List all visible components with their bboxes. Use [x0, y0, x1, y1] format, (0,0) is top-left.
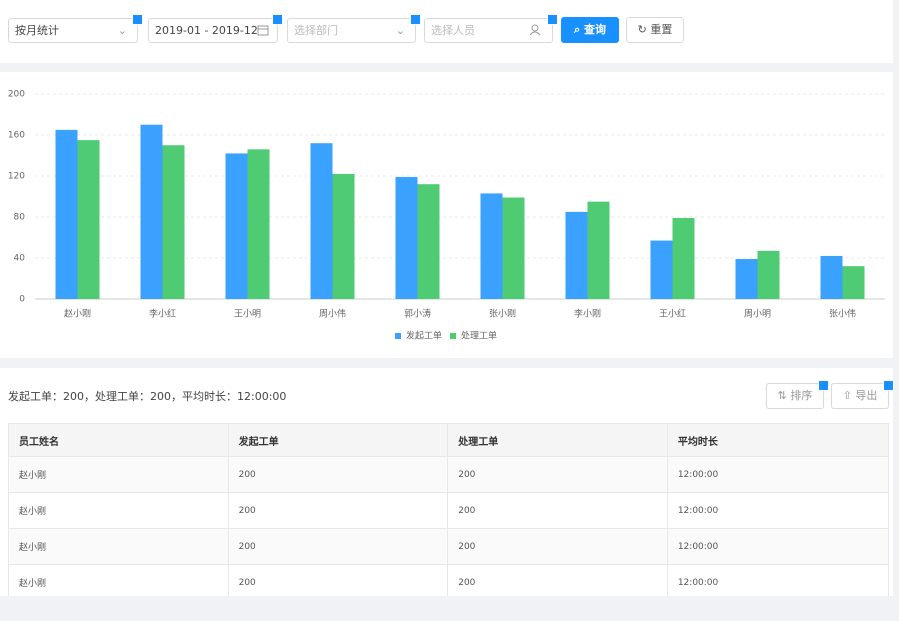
person-placeholder: 选择人员 [431, 24, 475, 37]
bar [162, 145, 185, 299]
person-icon [530, 24, 541, 36]
bar [672, 218, 695, 299]
header-row: 员工姓名 发起工单 处理工单 平均时长 [8, 423, 890, 457]
chart-panel: 0 40 80 120 160 200 赵小刚 李小红 王小明 周小伟 郭小涛 张小刚 李小刚 王小红 周小… [0, 72, 893, 358]
reset-text: 重置 [650, 23, 673, 36]
y-tick-label: 40 [14, 254, 26, 264]
filter-panel: 按月统计 ⌄ 2019-01 - 2019-12 选择部门 ⌄ 选择人员 ⌕ 查询 … [0, 0, 893, 63]
column-header: 发起工单 [227, 423, 449, 457]
bar [332, 173, 355, 299]
y-tick-label: 120 [8, 172, 25, 182]
date-text: 2019-01 - 2019-12 [155, 24, 258, 37]
data-table: 员工姓名 发起工单 处理工单 平均时长 赵小刚 200 200 12:00:00 赵小刚 200 2… [8, 423, 890, 601]
bar [480, 193, 503, 299]
x-tick-label: 王小明 [234, 309, 261, 320]
table-cell: 200 [447, 564, 668, 601]
query-button[interactable]: ⌕ 查询 [561, 17, 619, 43]
tag-icon [547, 14, 558, 25]
summary: 发起工单：200，处理工单：200，平均时长：12:00:00 [8, 390, 287, 403]
legend-swatch [395, 333, 401, 339]
table-cell: 200 [227, 564, 449, 601]
table-cell: 200 [447, 456, 668, 493]
x-tick-label: 周小伟 [319, 308, 346, 320]
x-tick-label: 李小红 [149, 308, 176, 320]
sort-text: 排序 [790, 389, 813, 402]
table-cell: 12:00:00 [666, 492, 890, 529]
bar [565, 211, 588, 299]
column-header: 平均时长 [666, 423, 890, 457]
reset-button[interactable]: ↻ 重置 [626, 17, 684, 43]
legend-swatch [450, 333, 456, 339]
bar [225, 153, 248, 299]
export-button[interactable]: ⇧ 导出 [831, 383, 889, 409]
y-tick-label: 160 [8, 131, 25, 141]
bar [77, 140, 100, 299]
table-cell: 200 [227, 456, 449, 493]
tag-icon [883, 380, 894, 391]
column-header: 处理工单 [447, 423, 668, 457]
x-tick-label: 王小红 [659, 308, 686, 320]
table-cell: 12:00:00 [666, 564, 890, 601]
table-cell: 200 [227, 492, 449, 529]
x-tick-label: 周小明 [744, 309, 771, 320]
column-header: 员工姓名 [8, 423, 229, 457]
x-tick-label: 李小刚 [574, 308, 601, 320]
table-cell: 200 [447, 528, 668, 565]
legend-label: 处理工单 [461, 330, 497, 342]
x-tick-label: 郭小涛 [404, 308, 431, 320]
bar [247, 149, 270, 299]
table-row: 赵小刚 200 200 12:00:00 [8, 564, 890, 601]
tag-icon [272, 14, 283, 25]
calendar-icon [257, 25, 269, 36]
tag-icon [132, 14, 143, 25]
bar [757, 250, 780, 299]
legend-label: 发起工单 [406, 330, 442, 342]
bar [417, 184, 440, 299]
table-cell: 赵小刚 [8, 528, 229, 565]
table-row: 赵小刚 200 200 12:00:00 [8, 528, 890, 565]
table-cell: 12:00:00 [666, 528, 890, 565]
table-row: 赵小刚 200 200 12:00:00 [8, 456, 890, 493]
y-tick-label: 0 [19, 295, 25, 305]
table-row: 赵小刚 200 200 12:00:00 [8, 492, 890, 529]
sort-button[interactable]: ⇅ 排序 [766, 383, 824, 409]
bar [55, 129, 78, 299]
bar [310, 143, 333, 299]
page-footer-bg [0, 596, 899, 621]
chart: 0 40 80 120 160 200 赵小刚 李小红 王小明 周小伟 郭小涛 张小刚 李小刚 王小红 周小… [8, 90, 885, 342]
bar [502, 197, 525, 299]
department-select[interactable]: 选择部门 ⌄ [287, 18, 416, 43]
bar [587, 201, 610, 299]
export-text: 导出 [855, 389, 878, 402]
bar [735, 259, 758, 299]
bar [820, 255, 843, 299]
bar [650, 240, 673, 299]
x-tick-label: 张小伟 [829, 308, 856, 320]
bar [140, 124, 163, 299]
date-range[interactable]: 2019-01 - 2019-12 [148, 18, 278, 43]
table-cell: 12:00:00 [666, 456, 890, 493]
table-cell: 赵小刚 [8, 456, 229, 493]
y-tick-label: 200 [8, 90, 25, 100]
person-select[interactable]: 选择人员 [424, 18, 553, 43]
x-tick-label: 张小刚 [489, 309, 516, 320]
tag-icon [818, 380, 829, 391]
y-tick-label: 80 [14, 213, 26, 223]
tag-icon [410, 14, 421, 25]
query-text: 查询 [584, 23, 606, 36]
period-select[interactable]: 按月统计 ⌄ [8, 18, 138, 43]
department-placeholder: 选择部门 [294, 24, 338, 37]
x-tick-label: 赵小刚 [64, 308, 91, 320]
table-cell: 200 [447, 492, 668, 529]
table-cell: 赵小刚 [8, 492, 229, 529]
period-text: 按月统计 [15, 24, 59, 37]
bar [395, 177, 418, 299]
table-cell: 200 [227, 528, 449, 565]
bar [842, 266, 865, 299]
